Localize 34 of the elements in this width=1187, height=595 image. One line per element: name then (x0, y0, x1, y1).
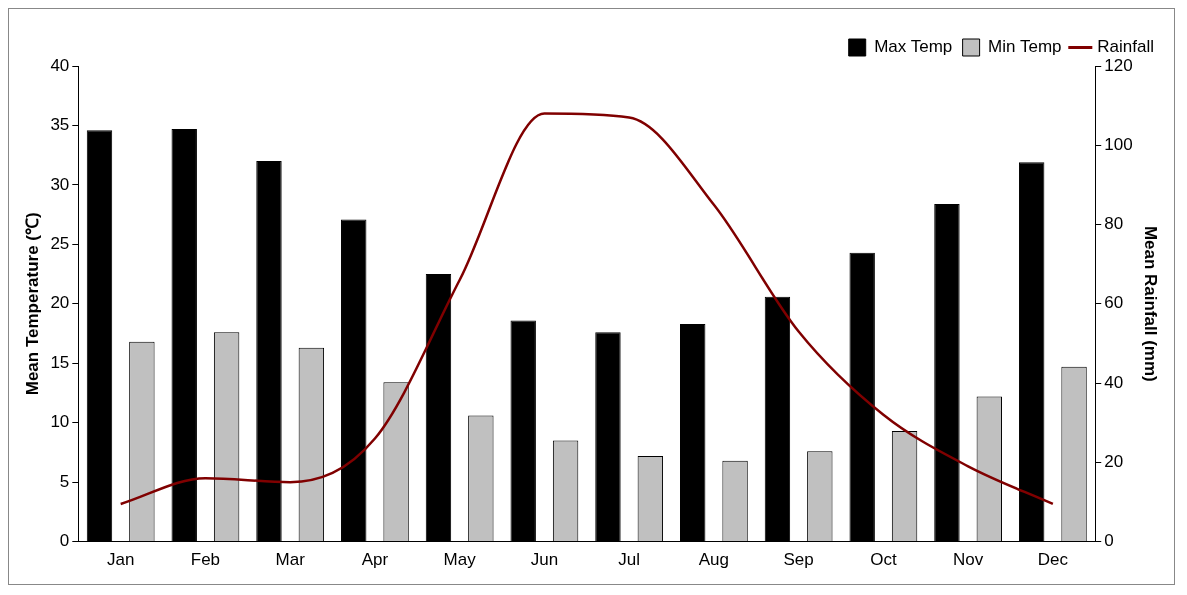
y2-axis-title: Mean Rainfall (mm) (1141, 225, 1161, 382)
x-tick-label: Oct (870, 550, 897, 570)
x-tick-label: Dec (1037, 550, 1069, 570)
y-tick-label: 15 (50, 352, 70, 372)
y2-tick-label: 60 (1104, 293, 1124, 313)
y2-tick-label: 40 (1104, 372, 1124, 392)
y-tick-label: 25 (50, 234, 70, 254)
legend-label: Rainfall (1097, 37, 1155, 57)
x-tick-label: Apr (361, 550, 389, 570)
y-tick-label: 5 (59, 471, 70, 491)
x-tick-label: Mar (275, 550, 306, 570)
y2-tick-label: 100 (1104, 134, 1133, 154)
x-tick-label: Jun (530, 550, 559, 570)
x-tick-label: Sep (783, 550, 814, 570)
line-series (119, 112, 1055, 506)
x-tick-label: Nov (953, 550, 984, 570)
y-tick-label: 10 (50, 412, 70, 432)
y-tick-label: 20 (50, 293, 70, 313)
legend-label: Max Temp (874, 37, 953, 57)
y-tick-label: 0 (59, 531, 70, 551)
y-axis-title: Mean Temperature (℃) (22, 212, 42, 396)
x-tick-label: Jan (106, 550, 135, 570)
y-tick-label: 40 (50, 55, 70, 75)
x-tick-label: Feb (190, 550, 221, 570)
legend-label: Min Temp (988, 37, 1062, 57)
y-tick-label: 35 (50, 115, 70, 135)
y2-tick-label: 0 (1104, 531, 1114, 551)
y2-tick-label: 80 (1104, 214, 1124, 234)
y2-tick-label: 120 (1104, 55, 1133, 75)
x-tick-label: Aug (698, 550, 730, 570)
y-tick-label: 30 (50, 174, 70, 194)
y2-tick-label: 20 (1104, 452, 1124, 472)
x-tick-label: Jul (618, 550, 641, 570)
x-tick-label: May (443, 550, 477, 570)
